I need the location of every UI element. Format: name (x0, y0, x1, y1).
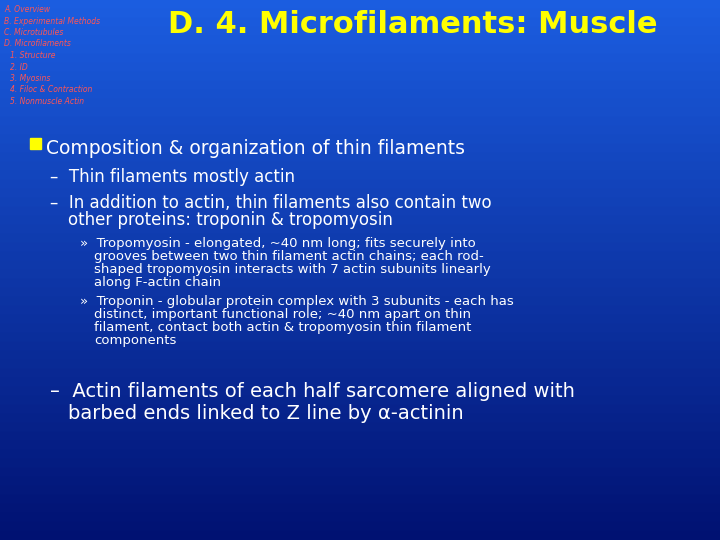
Bar (0, 288, 720, 297)
Bar (0, 342, 720, 351)
Bar (0, 234, 720, 243)
Text: –  Thin filaments mostly actin: – Thin filaments mostly actin (50, 168, 295, 186)
Bar (0, 369, 720, 378)
Bar (0, 522, 720, 531)
Text: grooves between two thin filament actin chains; each rod-: grooves between two thin filament actin … (94, 250, 484, 263)
Bar (0, 63, 720, 72)
Bar (0, 135, 720, 144)
Bar (0, 441, 720, 450)
Bar (0, 18, 720, 27)
Bar (0, 99, 720, 108)
Text: filament, contact both actin & tropomyosin thin filament: filament, contact both actin & tropomyos… (94, 321, 472, 334)
Bar (0, 450, 720, 459)
Bar (0, 81, 720, 90)
Bar (0, 198, 720, 207)
Bar (0, 225, 720, 234)
Bar (0, 243, 720, 252)
Bar (0, 171, 720, 180)
Bar (0, 387, 720, 396)
Bar (0, 279, 720, 288)
Bar (0, 207, 720, 216)
Text: other proteins: troponin & tropomyosin: other proteins: troponin & tropomyosin (68, 211, 393, 229)
Bar (0, 180, 720, 189)
Bar (0, 360, 720, 369)
Bar (0, 27, 720, 36)
Bar (0, 0, 720, 9)
Bar (0, 423, 720, 432)
Bar (0, 108, 720, 117)
Bar (0, 333, 720, 342)
Bar (0, 324, 720, 333)
Text: 5. Nonmuscle Actin: 5. Nonmuscle Actin (9, 97, 84, 106)
Text: 3. Myosins: 3. Myosins (9, 74, 50, 83)
Bar (0, 486, 720, 495)
Text: along F-actin chain: along F-actin chain (94, 276, 221, 289)
Bar (0, 378, 720, 387)
Bar (0, 153, 720, 162)
Bar (0, 126, 720, 135)
Bar (0, 504, 720, 513)
Bar (0, 72, 720, 81)
Text: D. 4. Microfilaments: Muscle: D. 4. Microfilaments: Muscle (168, 10, 657, 39)
Bar (0, 252, 720, 261)
Bar (0, 531, 720, 540)
Bar (0, 9, 720, 18)
Bar (0, 297, 720, 306)
Text: B. Experimental Methods: B. Experimental Methods (4, 17, 100, 25)
Bar (0, 189, 720, 198)
Bar (0, 162, 720, 171)
Bar (0, 351, 720, 360)
Text: –  Actin filaments of each half sarcomere aligned with: – Actin filaments of each half sarcomere… (50, 382, 575, 401)
Text: D. Microfilaments: D. Microfilaments (4, 39, 71, 49)
Text: shaped tropomyosin interacts with 7 actin subunits linearly: shaped tropomyosin interacts with 7 acti… (94, 263, 491, 276)
Bar (0, 513, 720, 522)
Text: »  Troponin - globular protein complex with 3 subunits - each has: » Troponin - globular protein complex wi… (80, 295, 514, 308)
Bar (0, 315, 720, 324)
Text: A. Overview: A. Overview (4, 5, 50, 14)
Bar (0, 459, 720, 468)
Bar (0, 117, 720, 126)
Text: Composition & organization of thin filaments: Composition & organization of thin filam… (46, 139, 465, 158)
Bar (0, 414, 720, 423)
Bar (0, 306, 720, 315)
Bar (30, 138, 41, 149)
Bar (0, 495, 720, 504)
Bar (0, 405, 720, 414)
Bar (0, 396, 720, 405)
Bar (0, 36, 720, 45)
Text: C. Microtubules: C. Microtubules (4, 28, 63, 37)
Text: components: components (94, 334, 176, 347)
Bar (0, 270, 720, 279)
Text: 4. Filoc & Contraction: 4. Filoc & Contraction (9, 85, 92, 94)
Bar (0, 144, 720, 153)
Text: 2. ID: 2. ID (9, 63, 27, 71)
Text: –  In addition to actin, thin filaments also contain two: – In addition to actin, thin filaments a… (50, 194, 492, 212)
Bar (0, 216, 720, 225)
Text: distinct, important functional role; ~40 nm apart on thin: distinct, important functional role; ~40… (94, 308, 471, 321)
Text: 1. Structure: 1. Structure (9, 51, 55, 60)
Bar (0, 54, 720, 63)
Bar (0, 468, 720, 477)
Text: »  Tropomyosin - elongated, ~40 nm long; fits securely into: » Tropomyosin - elongated, ~40 nm long; … (80, 237, 476, 250)
Bar (0, 477, 720, 486)
Bar (0, 90, 720, 99)
Text: barbed ends linked to Z line by α-actinin: barbed ends linked to Z line by α-actini… (68, 404, 464, 423)
Bar (0, 432, 720, 441)
Bar (0, 261, 720, 270)
Bar (0, 45, 720, 54)
